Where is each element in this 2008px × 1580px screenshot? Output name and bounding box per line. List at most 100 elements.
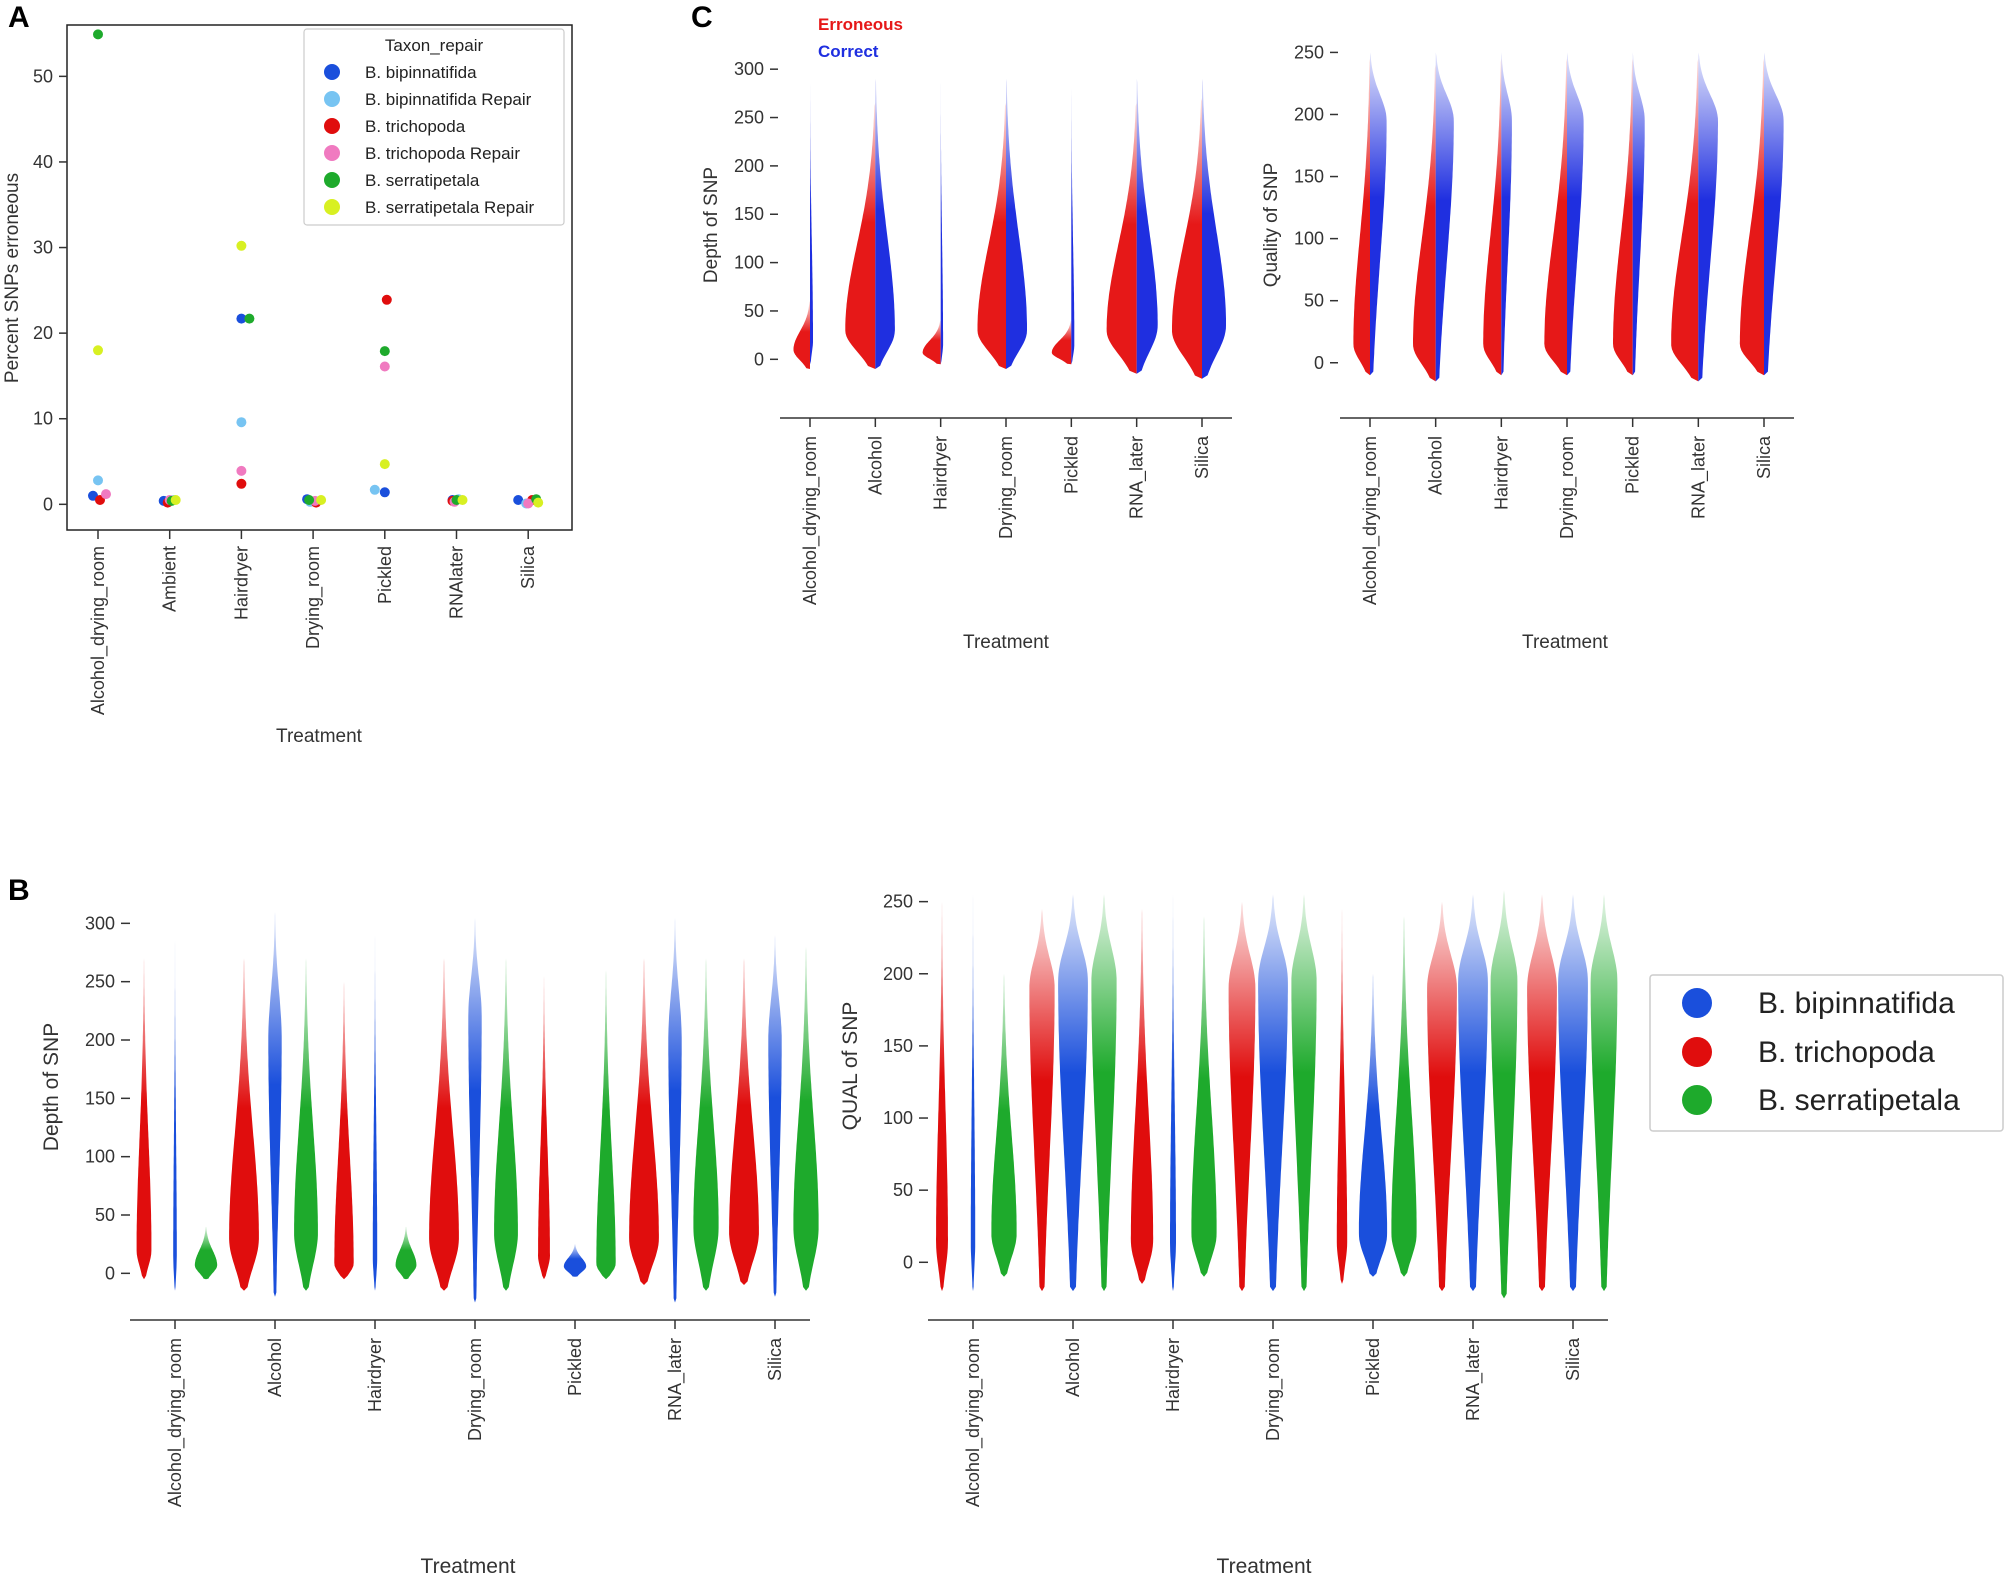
violin-b-bipinnatifida-pickled	[1358, 973, 1388, 1277]
panel-cd-xtick-label: Alcohol	[865, 436, 885, 495]
violin-b-serratipetala-alcohol	[294, 958, 318, 1291]
panel-a-ytick-label: 40	[33, 152, 53, 172]
violin-b-trichopoda-alcohol	[1029, 908, 1055, 1292]
panel-bd-ytick-label: 250	[85, 972, 115, 992]
violin-b-serratipetala-alcohol	[1091, 894, 1117, 1292]
panel-b-depth-x-axis: Alcohol_drying_room Alcohol Hairdryer Dryin…	[130, 1319, 810, 1507]
panel-cd-xtick-label: RNA_later	[1127, 436, 1148, 519]
violin-b-trichopoda-alcohol-drying-room	[936, 901, 948, 1292]
violin-erroneous-hairdryer	[922, 320, 941, 365]
point-b-serratipetala-alcohol-drying-room	[93, 29, 103, 40]
point-b-trichopoda-repair-hairdryer	[236, 465, 247, 476]
panel-bd-xtick-label: Alcohol_drying_room	[165, 1338, 186, 1507]
legend-label-trichopoda: B. trichopoda	[365, 117, 466, 136]
panel-cd-xtick-label: Hairdryer	[931, 436, 951, 510]
violin-b-trichopoda-hairdryer	[1130, 908, 1154, 1284]
violin-erroneous-pickled	[1613, 58, 1633, 376]
panel-c-letter: C	[691, 1, 713, 34]
violin-b-trichopoda-rna-later	[629, 958, 659, 1285]
panel-bd-xtick-label: Alcohol	[265, 1338, 285, 1397]
violin-b-bipinnatifida-silica	[768, 935, 782, 1297]
panel-cd-xtick-label: Pickled	[1061, 436, 1081, 494]
violin-b-serratipetala-silica	[1590, 894, 1618, 1292]
panel-b-depth-y-axis: 0 50 100 150 200 250 300	[85, 913, 130, 1283]
panel-a-xtick-label: Ambient	[160, 546, 180, 612]
legend-label-bipinnatifida: B. bipinnatifida	[365, 63, 477, 82]
panel-a-legend-title: Taxon_repair	[385, 36, 484, 55]
big-legend-marker-bipinnatifida	[1682, 988, 1712, 1018]
panel-cq-xtick-label: Alcohol_drying_room	[1360, 436, 1381, 605]
point-b-serratipetala-repair-rnalater	[457, 495, 468, 505]
panel-bq-xtick-label: Hairdryer	[1163, 1338, 1183, 1412]
big-legend-marker-serratipetala	[1682, 1085, 1712, 1115]
legend-marker-bipinnatifida	[324, 64, 340, 80]
panel-a-x-axis: Alcohol_drying_room Ambient Hairdryer Dryin…	[88, 530, 538, 715]
panel-c-depth-x-axis: Alcohol_drying_room Alcohol Hairdryer Dryin…	[780, 417, 1232, 605]
big-legend-label-serratipetala: B. serratipetala	[1758, 1084, 1960, 1117]
panel-cd-ytick-label: 300	[734, 59, 764, 79]
violin-b-bipinnatifida-rna-later	[1458, 894, 1488, 1292]
big-legend-label-trichopoda: B. trichopoda	[1758, 1036, 1935, 1069]
violin-b-serratipetala-alcohol-drying-room	[991, 973, 1017, 1277]
violin-correct-drying-room	[1006, 78, 1027, 370]
violin-b-bipinnatifida-drying-room	[1258, 894, 1288, 1292]
violin-b-bipinnatifida-alcohol-drying-room	[970, 894, 976, 1292]
panel-cq-xtick-label: RNA_later	[1688, 436, 1709, 519]
panel-cd-ytick-label: 50	[744, 301, 764, 321]
violin-correct-alcohol-drying-room	[810, 83, 813, 365]
panel-bd-ytick-label: 300	[85, 913, 115, 933]
violin-b-serratipetala-rna-later	[693, 958, 719, 1291]
panel-a-xtick-label: Alcohol_drying_room	[88, 546, 109, 715]
panel-cq-xtick-label: Alcohol	[1426, 436, 1446, 495]
panel-a-ytick-label: 0	[43, 494, 53, 514]
violin-b-trichopoda-silica	[1527, 894, 1557, 1292]
violin-correct-hairdryer	[1501, 52, 1512, 376]
violin-erroneous-drying-room	[1544, 58, 1567, 376]
panel-bd-xtick-label: Silica	[765, 1337, 785, 1381]
point-b-bipinnatifida-repair-pickled	[369, 484, 380, 495]
violin-b-bipinnatifida-pickled	[563, 1244, 587, 1277]
violin-erroneous-alcohol-drying-room	[793, 301, 810, 369]
panel-bd-xtick-label: RNA_later	[665, 1338, 686, 1421]
legend-marker-trichopoda	[324, 118, 340, 134]
violin-b-trichopoda-drying-room	[1228, 901, 1256, 1292]
violin-correct-pickled	[1071, 88, 1075, 365]
panel-c-quality-y-axis: 0 50 100 150 200 250	[1294, 42, 1338, 373]
legend-correct: Correct	[818, 42, 879, 61]
panel-a-ylabel: Percent SNPs erroneous	[2, 173, 23, 383]
panel-a-y-axis: 0 10 20 30 40 50	[33, 66, 67, 514]
violin-erroneous-alcohol	[845, 103, 876, 369]
panel-a-xtick-label: RNAlater	[447, 546, 467, 619]
violin-b-bipinnatifida-alcohol-drying-room	[173, 940, 177, 1291]
panel-c-depth-ylabel: Depth of SNP	[701, 167, 722, 283]
panel-b-qual-x-axis: Alcohol_drying_room Alcohol Hairdryer Dryin…	[928, 1319, 1608, 1507]
panel-b-depth-xlabel: Treatment	[421, 1555, 516, 1578]
panel-a-xlabel: Treatment	[276, 726, 363, 747]
panel-c-depth-xlabel: Treatment	[963, 632, 1050, 653]
panel-b-letter: B	[8, 874, 30, 907]
panel-a-scatter: 0 10 20 30 40 50 Alcohol_drying_room Ambient Ha…	[2, 24, 573, 747]
panel-cq-xtick-label: Hairdryer	[1491, 436, 1511, 510]
violin-erroneous-pickled	[1051, 320, 1072, 365]
violin-b-serratipetala-hairdryer	[1191, 916, 1217, 1277]
panel-b-qual-y-axis: 0 50 100 150 200 250	[883, 892, 928, 1272]
panel-bd-xtick-label: Pickled	[565, 1338, 585, 1396]
panel-bd-xtick-label: Hairdryer	[365, 1338, 385, 1412]
violin-b-trichopoda-silica	[729, 958, 759, 1285]
panel-a-ytick-label: 50	[33, 66, 53, 86]
violin-erroneous-alcohol	[1413, 64, 1436, 382]
panel-bq-xtick-label: Alcohol	[1063, 1338, 1083, 1397]
panel-bq-xtick-label: Alcohol_drying_room	[963, 1338, 984, 1507]
panel-cq-ytick-label: 0	[1314, 353, 1324, 373]
panel-cd-ytick-label: 200	[734, 156, 764, 176]
point-b-trichopoda-repair-pickled	[379, 361, 390, 372]
panel-a-ytick-label: 10	[33, 409, 53, 429]
violin-b-bipinnatifida-drying-room	[468, 917, 482, 1303]
violin-b-bipinnatifida-hairdryer	[372, 935, 378, 1291]
violin-erroneous-rna-later	[1106, 103, 1137, 374]
violin-correct-alcohol	[1435, 52, 1454, 382]
violin-correct-alcohol-drying-room	[1370, 52, 1387, 376]
panel-cd-xtick-label: Alcohol_drying_room	[800, 436, 821, 605]
